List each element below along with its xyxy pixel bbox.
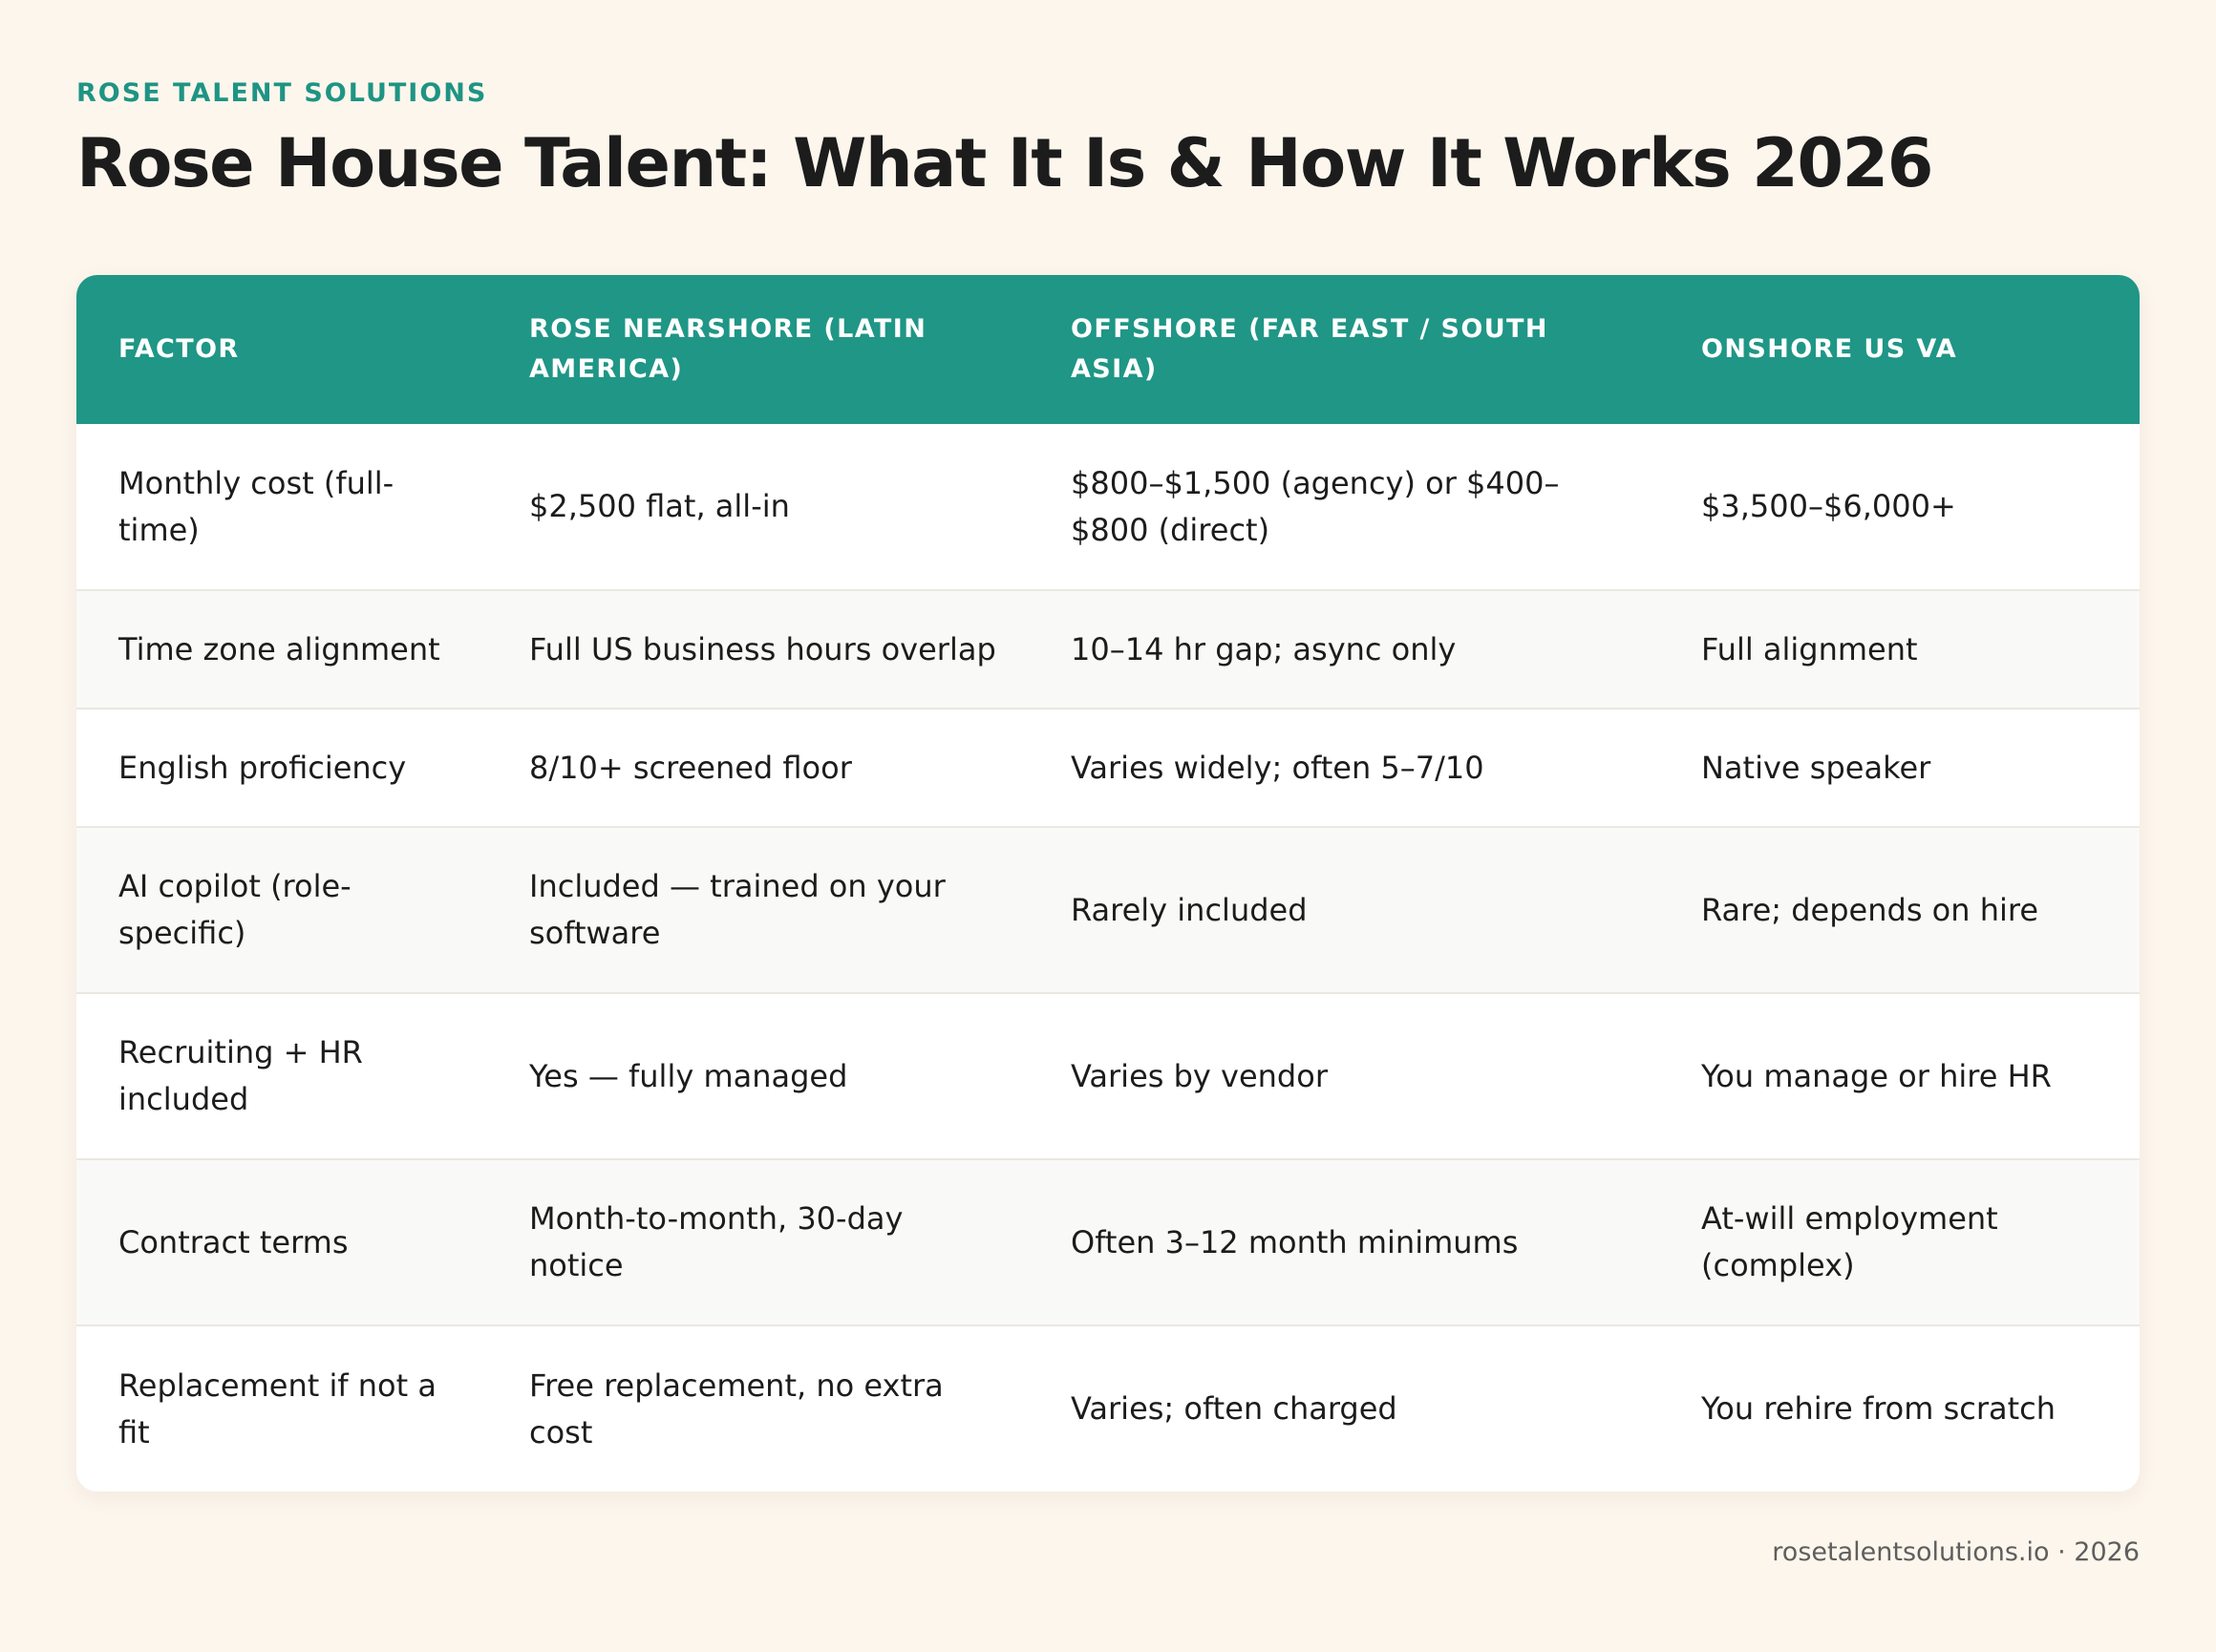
cell-offshore: Rarely included [1071, 891, 1308, 928]
table-row: Contract terms Month-to-month, 30-day no… [76, 1159, 2140, 1325]
cell-offshore: Varies by vendor [1071, 1057, 1328, 1094]
cell-factor: Contract terms [118, 1223, 349, 1260]
cell-onshore: Full alignment [1701, 630, 1918, 667]
cell-offshore: Varies widely; often 5–7/10 [1071, 749, 1484, 786]
comparison-table-card: FACTOR ROSE NEARSHORE (LATIN AMERICA) OF… [76, 275, 2140, 1492]
cell-onshore: You rehire from scratch [1701, 1390, 2056, 1427]
table-row: English proficiency 8/10+ screened floor… [76, 709, 2140, 827]
page-title: Rose House Talent: What It Is & How It W… [76, 124, 1933, 202]
cell-factor: English proficiency [118, 749, 407, 786]
cell-onshore: Native speaker [1701, 749, 1931, 786]
header-onshore: ONSHORE US VA [1701, 334, 1958, 364]
header-factor: FACTOR [118, 334, 240, 364]
cell-offshore: Often 3–12 month minimums [1071, 1223, 1519, 1260]
table-row: Time zone alignment Full US business hou… [76, 590, 2140, 709]
cell-factor: Recruiting + HR included [118, 1034, 363, 1117]
footer-credit: rosetalentsolutions.io · 2026 [1772, 1537, 2140, 1567]
cell-onshore: $3,500–$6,000+ [1701, 488, 1956, 524]
table-header-row: FACTOR ROSE NEARSHORE (LATIN AMERICA) OF… [76, 275, 2140, 424]
cell-rose-nearshore: Full US business hours overlap [529, 630, 996, 667]
table-row: Monthly cost (full-time) $2,500 flat, al… [76, 424, 2140, 590]
cell-factor: Monthly cost (full-time) [118, 464, 394, 548]
cell-rose-nearshore: Yes — fully managed [529, 1057, 848, 1094]
cell-rose-nearshore: $2,500 flat, all-in [529, 488, 790, 524]
cell-factor: AI copilot (role-specific) [118, 868, 352, 951]
brand-eyebrow: ROSE TALENT SOLUTIONS [76, 78, 488, 108]
cell-rose-nearshore: Free replacement, no extra cost [529, 1366, 944, 1451]
cell-offshore: 10–14 hr gap; async only [1071, 630, 1457, 667]
table-row: Recruiting + HR included Yes — fully man… [76, 993, 2140, 1159]
cell-rose-nearshore: Month-to-month, 30-day notice [529, 1200, 904, 1283]
cell-offshore: Varies; often charged [1071, 1390, 1397, 1427]
table-row: Replacement if not a fit Free replacemen… [76, 1325, 2140, 1492]
header-rose-nearshore: ROSE NEARSHORE (LATIN AMERICA) [529, 314, 927, 384]
table-row: AI copilot (role-specific) Included — tr… [76, 827, 2140, 993]
cell-rose-nearshore: 8/10+ screened floor [529, 749, 852, 786]
cell-factor: Time zone alignment [118, 630, 440, 667]
cell-factor: Replacement if not a fit [118, 1366, 437, 1451]
header-offshore: OFFSHORE (FAR EAST / SOUTH ASIA) [1071, 314, 1548, 384]
cell-rose-nearshore: Included — trained on your software [529, 868, 946, 951]
cell-onshore: Rare; depends on hire [1701, 891, 2039, 928]
cell-onshore: You manage or hire HR [1701, 1057, 2052, 1094]
comparison-table: FACTOR ROSE NEARSHORE (LATIN AMERICA) OF… [76, 275, 2140, 1492]
cell-onshore: At-will employment (complex) [1701, 1200, 1998, 1283]
cell-offshore: $800–$1,500 (agency) or $400–$800 (direc… [1071, 464, 1560, 548]
